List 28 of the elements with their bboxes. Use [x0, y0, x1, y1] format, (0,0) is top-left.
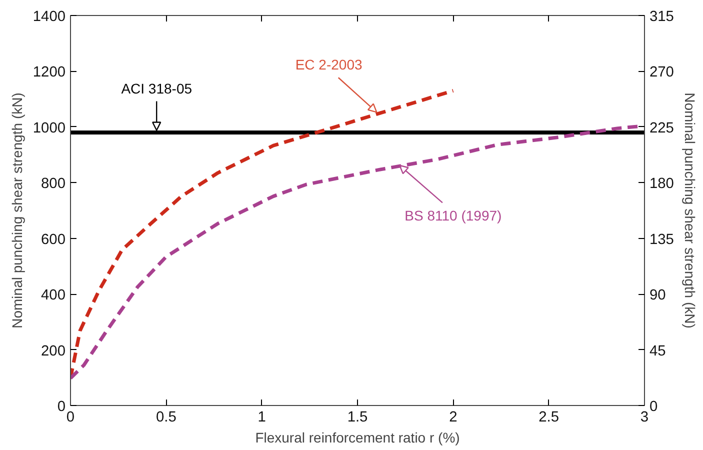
- x-tick-label: 0.5: [156, 410, 176, 426]
- y-axis-title: Nominal punching shear strength (kN): [8, 92, 25, 328]
- y2-tick-label: 0: [650, 399, 658, 415]
- y2-tick-label: 135: [650, 232, 674, 248]
- annotation: EC 2-2003: [295, 56, 362, 73]
- y-tick-label: 400: [41, 288, 66, 304]
- y-tick-label: 0: [57, 399, 66, 415]
- x-tick-label: 1.5: [347, 410, 368, 426]
- y-tick-label: 200: [41, 343, 66, 360]
- y-tick-label: 800: [41, 176, 66, 192]
- y2-tick-label: 180: [650, 176, 674, 192]
- x-tick-label: 2: [449, 410, 458, 426]
- y2-tick-label: 315: [650, 9, 674, 25]
- y-tick-label: 1000: [32, 120, 66, 136]
- y-tick-label: 1200: [32, 64, 66, 81]
- annotation: BS 8110 (1997): [404, 208, 502, 224]
- y2-tick-label: 270: [650, 64, 674, 81]
- y2-tick-label: 45: [650, 343, 666, 360]
- y2-tick-label: 90: [650, 288, 666, 304]
- y2-tick-label: 225: [650, 120, 674, 136]
- x-tick-label: 1: [258, 410, 266, 426]
- x-tick-label: 3: [640, 410, 649, 426]
- y2-axis-title: Nominal punching shear strength (kN): [682, 92, 698, 328]
- y-tick-label: 600: [41, 232, 66, 248]
- x-tick-label: 2.5: [538, 410, 560, 426]
- annotation: ACI 318-05: [121, 80, 192, 96]
- y-tick-label: 1400: [32, 9, 66, 25]
- x-axis-title: Flexural reinforcement ratio r (%): [255, 430, 460, 446]
